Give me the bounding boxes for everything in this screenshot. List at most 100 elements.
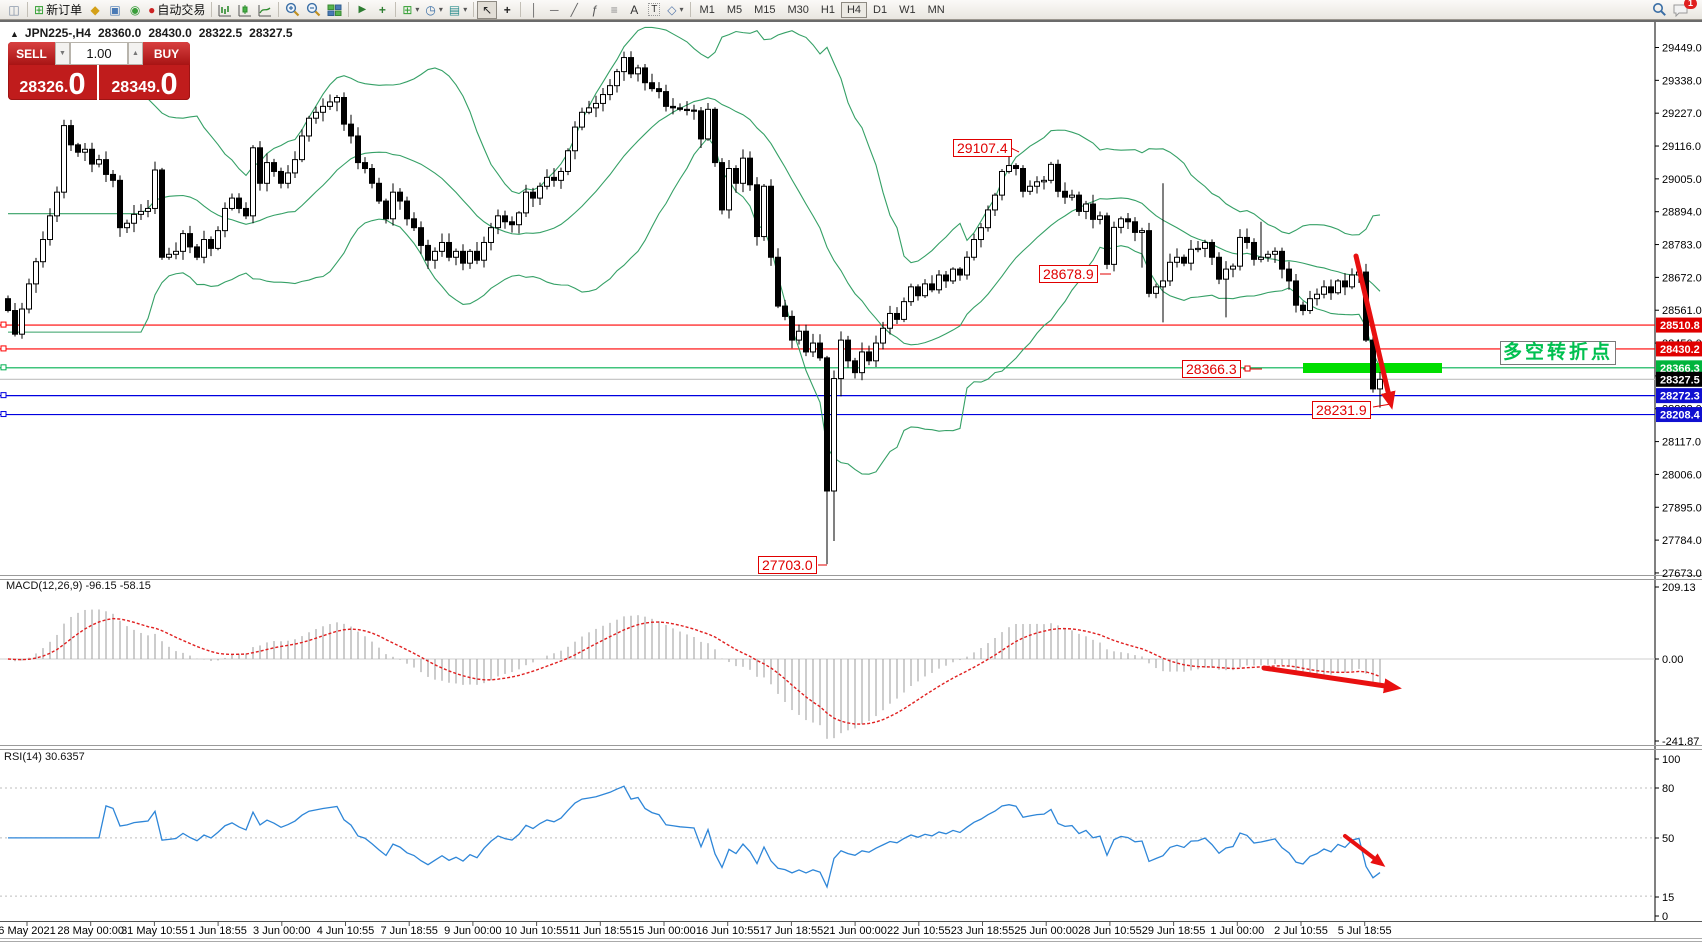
svg-text:2 Jul 10:55: 2 Jul 10:55: [1274, 925, 1328, 937]
zoom-in-icon[interactable]: [282, 1, 303, 19]
search-icon[interactable]: [1649, 1, 1670, 19]
price-callout[interactable]: 27703.0: [758, 556, 817, 574]
macd-scale-labels: 209.13 0.00 -241.87: [1655, 582, 1699, 748]
rsi-line: [8, 785, 1381, 889]
svg-text:15: 15: [1662, 892, 1674, 904]
new-chart-icon[interactable]: ⊞ ▾: [402, 2, 420, 17]
price-callout[interactable]: 28366.3: [1182, 360, 1241, 378]
timeframe-h4-button[interactable]: H4: [840, 1, 868, 18]
buy-button[interactable]: BUY: [143, 42, 190, 65]
volume-decrease-button[interactable]: ▼: [55, 42, 70, 65]
volume-input[interactable]: 1.00: [70, 42, 128, 65]
timeframe-m5-button[interactable]: M5: [726, 3, 743, 16]
candlestick-chart-icon[interactable]: [235, 1, 255, 19]
text-tool-icon[interactable]: A: [630, 2, 639, 17]
volume-increase-button[interactable]: ▲: [128, 42, 143, 65]
template-icon[interactable]: ▤ ▾: [448, 2, 468, 17]
bollinger-bands: [8, 26, 1381, 475]
svg-text:28117.0: 28117.0: [1662, 437, 1701, 449]
sell-button[interactable]: SELL: [8, 42, 55, 65]
chat-icon[interactable]: 1: [1670, 0, 1697, 19]
price-callout[interactable]: 29107.4: [953, 139, 1012, 157]
navigator-icon[interactable]: ◉: [129, 2, 141, 17]
price-callout[interactable]: 28678.9: [1039, 265, 1098, 283]
svg-text:0: 0: [1662, 911, 1668, 923]
fibonacci-tool-icon[interactable]: ƒ: [590, 2, 598, 17]
svg-text:6 May 2021: 6 May 2021: [0, 925, 56, 937]
rsi-down-arrow[interactable]: [1343, 834, 1386, 867]
timeframe-m15-button[interactable]: M15: [754, 3, 776, 16]
timeframe-mn-button[interactable]: MN: [927, 3, 945, 16]
svg-text:28272.3: 28272.3: [1660, 391, 1700, 403]
svg-text:50: 50: [1662, 833, 1674, 845]
label-tool-icon[interactable]: T: [644, 1, 664, 19]
buy-price[interactable]: 28349. 0: [111, 66, 178, 100]
svg-text:17 Jun 18:55: 17 Jun 18:55: [760, 925, 824, 937]
svg-text:29338.0: 29338.0: [1662, 75, 1702, 87]
svg-text:15 Jun 00:00: 15 Jun 00:00: [632, 925, 696, 937]
crosshair-tool-icon[interactable]: +: [503, 2, 511, 17]
main-down-arrow[interactable]: [1353, 253, 1396, 410]
new-order-button[interactable]: ⊞ 新订单: [31, 1, 85, 19]
trend-arrows: [1261, 253, 1402, 867]
svg-text:28327.5: 28327.5: [1660, 374, 1700, 386]
svg-text:28783.0: 28783.0: [1662, 240, 1702, 252]
zoom-out-icon[interactable]: [303, 1, 324, 19]
channel-tool-icon[interactable]: ≡: [610, 2, 618, 17]
line-chart-icon[interactable]: [255, 1, 275, 19]
macd-down-arrow[interactable]: [1261, 665, 1402, 694]
svg-text:3 Jun 00:00: 3 Jun 00:00: [253, 925, 311, 937]
auto-scroll-icon[interactable]: ▶: [358, 4, 367, 15]
shapes-tool-icon[interactable]: ◇ ▾: [667, 2, 684, 17]
price-callout[interactable]: 28231.9: [1312, 401, 1371, 419]
svg-text:23 Jun 18:55: 23 Jun 18:55: [951, 925, 1015, 937]
data-window-icon[interactable]: ▣: [109, 2, 121, 17]
macd-signal-line: [7, 617, 1381, 725]
svg-text:28208.4: 28208.4: [1660, 410, 1701, 422]
svg-text:28510.8: 28510.8: [1660, 320, 1700, 332]
toolbar-separator: [689, 2, 691, 17]
svg-text:25 Jun 00:00: 25 Jun 00:00: [1014, 925, 1078, 937]
cursor-tool-icon[interactable]: ↖: [477, 0, 498, 19]
rsi-level-lines: [0, 787, 1655, 897]
svg-text:28 May 00:00: 28 May 00:00: [57, 925, 124, 937]
timeframe-w1-button[interactable]: W1: [899, 3, 916, 16]
timeframe-h1-button[interactable]: H1: [820, 3, 835, 16]
turning-point-annotation[interactable]: 多空转折点: [1500, 341, 1617, 365]
one-click-collapse-icon[interactable]: ▲: [10, 29, 19, 39]
chat-badge: 1: [1683, 0, 1697, 9]
svg-text:1 Jun 18:55: 1 Jun 18:55: [189, 925, 247, 937]
autotrading-button[interactable]: ● 自动交易: [145, 1, 208, 19]
chart-title: ▲ JPN225-,H4 28360.0 28430.0 28322.5 28327.5: [10, 26, 293, 40]
toolbar-separator: [473, 2, 475, 17]
ohlc-open: 28360.0: [97, 26, 142, 40]
svg-text:29005.0: 29005.0: [1662, 174, 1702, 186]
bar-chart-icon[interactable]: [215, 1, 235, 19]
chart-shift-icon[interactable]: +: [378, 2, 386, 17]
svg-text:27895.0: 27895.0: [1662, 502, 1702, 514]
sell-price[interactable]: 28326. 0: [8, 65, 99, 100]
svg-text:22 Jun 10:55: 22 Jun 10:55: [887, 925, 951, 937]
y-axis-ticks: 29449.0 29338.0 29227.0 29116.0 29005.0 28894…: [1655, 43, 1702, 580]
period-icon[interactable]: ◷ ▾: [425, 2, 443, 17]
timeframe-m1-button[interactable]: M1: [699, 3, 715, 16]
vertical-line-tool-icon[interactable]: │: [530, 2, 539, 17]
timeframe-bar: M1 M5 M15 M30 H1 H4 D1 W1 MN: [694, 1, 951, 18]
horizontal-line-tool-icon[interactable]: ─: [550, 2, 559, 17]
timeframe-d1-button[interactable]: D1: [873, 3, 888, 16]
one-click-trading-panel: SELL ▼ 1.00 ▲ BUY 28326. 0 28349. 0: [8, 42, 190, 100]
tile-windows-icon[interactable]: [324, 1, 345, 19]
svg-text:16 Jun 10:55: 16 Jun 10:55: [696, 925, 760, 937]
trendline-tool-icon[interactable]: ╱: [570, 2, 578, 17]
timeframe-m30-button[interactable]: M30: [787, 3, 809, 16]
rsi-scale-labels: 100 80 50 15 0: [1655, 754, 1680, 923]
toolbar-separator: [348, 2, 350, 17]
autotrading-label: 自动交易: [157, 3, 206, 17]
chart-profile-icon[interactable]: ◫: [8, 2, 20, 17]
market-watch-icon[interactable]: ◆: [90, 2, 100, 17]
bollinger-upper: [8, 26, 1381, 264]
window-edge: [0, 20, 1702, 22]
